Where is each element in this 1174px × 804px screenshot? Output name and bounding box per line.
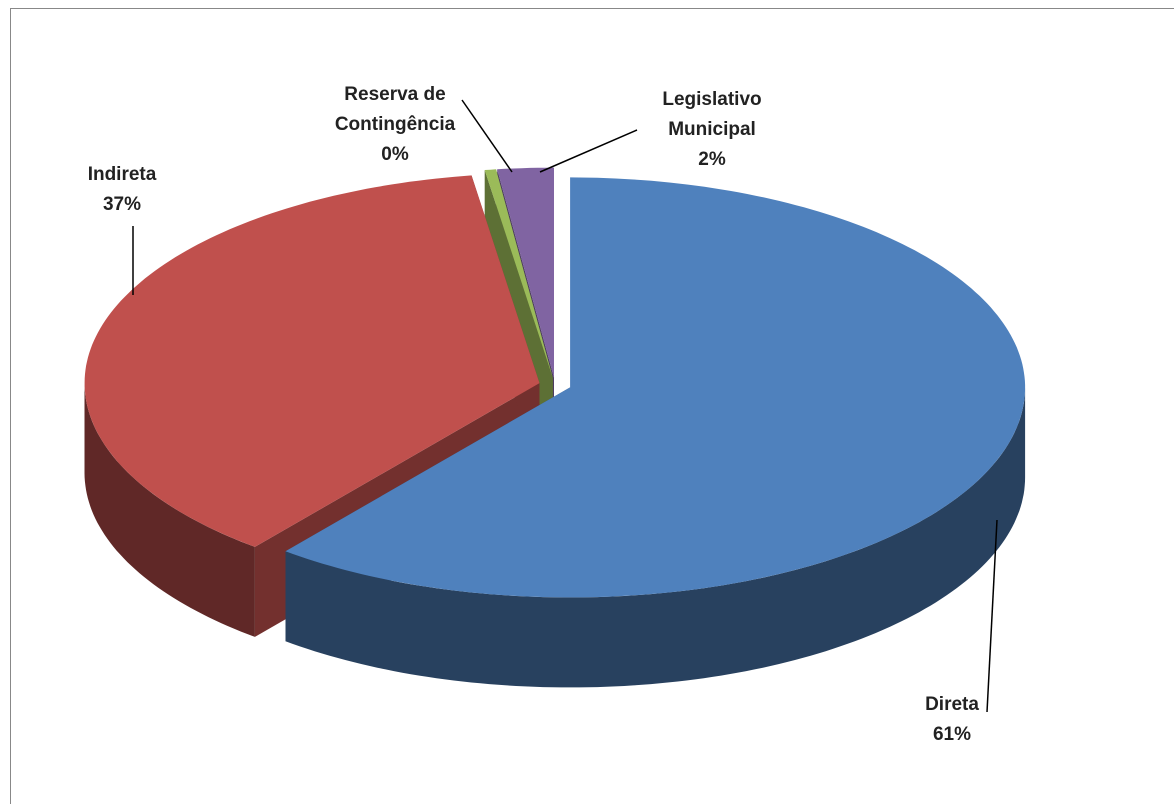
label-value: 2% [698,149,726,170]
data-label: Legislativo Municipal 2% [627,85,797,175]
slice [484,169,553,378]
slice-side [285,387,1026,688]
label-category: Reserva de Contingência [334,84,456,135]
label-category: Direta [925,694,979,715]
leader-line [986,519,998,713]
data-label: Reserva de Contingência 0% [310,80,480,170]
label-category: Indireta [87,164,157,185]
slice [285,177,1026,598]
leader-line [461,99,513,173]
slice [497,167,554,378]
data-label: Direta 61% [892,690,1012,750]
data-label: Indireta 37% [62,160,182,220]
label-value: 0% [381,144,409,165]
label-value: 61% [932,724,972,745]
leader-line [539,129,638,173]
slice [84,175,540,547]
chart-frame [10,8,1174,804]
label-value: 37% [102,194,142,215]
label-category: Legislativo Municipal [662,89,762,140]
slice-side [84,383,255,637]
